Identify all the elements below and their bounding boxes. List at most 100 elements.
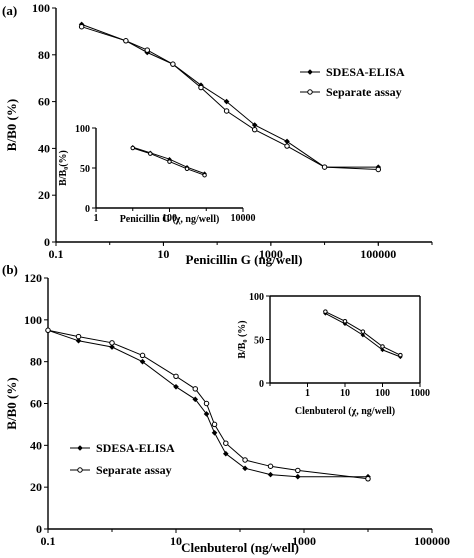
inset: 1 10 100 1000 0 50 100 Clenbuterol (χ, ng/well)… xyxy=(237,292,430,417)
main-data-point xyxy=(192,396,199,403)
main-data-point xyxy=(75,333,82,340)
inset-x-tick-label: 1 xyxy=(94,213,99,224)
main-y-tick-label: 60 xyxy=(30,397,42,411)
inset-x-tick-label: 1 xyxy=(305,388,310,399)
panel-b: (b)0.1 10 1000 100000020406080100120Clenbut… xyxy=(2,262,450,555)
main-data-point xyxy=(267,471,274,478)
main-data-point xyxy=(365,476,371,482)
main-x-tick-label: 1000 xyxy=(292,534,316,548)
main-data-point xyxy=(139,358,146,365)
inset-data-point xyxy=(380,344,385,349)
panel-a: (a)0.1 10 1000 100000020406080100Penicillin… xyxy=(2,1,433,267)
legend-label: Separate assay xyxy=(326,85,402,99)
main-x-tick-label: 100000 xyxy=(360,247,396,261)
main-data-point xyxy=(139,352,146,359)
legend-label: Separate assay xyxy=(96,463,172,477)
main-y-tick-label: 20 xyxy=(38,188,50,202)
legend-label: SDESA-ELISA xyxy=(96,441,175,455)
inset-data-point xyxy=(342,318,348,324)
main-y-tick-label: 100 xyxy=(24,313,42,327)
main-data-point xyxy=(267,463,274,469)
inset-x-axis-label: Clenbuterol (χ, ng/well) xyxy=(295,406,395,417)
main-data-point xyxy=(198,84,204,91)
main-data-point xyxy=(321,164,328,170)
main-y-tick-label: 80 xyxy=(30,355,42,369)
inset-data-point xyxy=(360,332,366,338)
main-series-line-separate-assay xyxy=(81,26,379,170)
main-data-point xyxy=(223,440,229,446)
inset-x-axis-label: Penicillin G (χ, ng/well) xyxy=(120,214,220,225)
main-data-point xyxy=(203,411,210,417)
main-x-tick-label: 100000 xyxy=(414,534,450,548)
main-x-tick-label: 10 xyxy=(157,247,169,261)
main-y-tick-label: 100 xyxy=(32,1,50,15)
inset-x-tick-label: 100 xyxy=(162,213,177,224)
main-data-point xyxy=(251,122,258,128)
legend-label: SDESA-ELISA xyxy=(326,65,405,79)
inset-y-tick-label: 50 xyxy=(80,164,90,175)
inset-data-point xyxy=(380,347,385,353)
inset-y-tick-label: 0 xyxy=(85,204,90,215)
panel-label: (a) xyxy=(2,3,17,18)
main-data-point xyxy=(78,23,85,30)
inset-y-tick-label: 50 xyxy=(254,336,264,347)
inset-x-tick-label: 10 xyxy=(340,388,350,399)
main-data-point xyxy=(173,373,179,380)
main-data-point xyxy=(192,386,199,392)
main-y-tick-label: 0 xyxy=(36,522,42,536)
main-x-tick-label: 1000 xyxy=(259,247,283,261)
main-data-point xyxy=(284,138,290,145)
inset-y-tick-label: 100 xyxy=(75,124,90,135)
main-data-point xyxy=(223,98,230,105)
inset-x-tick-label: 100 xyxy=(375,388,390,399)
legend-marker xyxy=(77,445,83,451)
inset-data-point xyxy=(323,309,328,314)
main-data-point xyxy=(294,473,301,480)
legend-marker xyxy=(307,69,313,75)
main-x-tick-label: 0.1 xyxy=(49,247,64,261)
main-y-tick-label: 0 xyxy=(44,235,50,249)
x-axis-label: Clenbuterol (ng/well) xyxy=(181,540,299,555)
inset-data-point xyxy=(398,352,403,358)
main-data-point xyxy=(173,383,179,390)
main-data-point xyxy=(203,400,210,407)
inset-background xyxy=(270,296,420,383)
main-series-line-sdesa-elisa xyxy=(81,23,379,168)
main-data-point xyxy=(109,344,115,350)
inset-y-axis-label: B/B₀ (%) xyxy=(237,320,248,358)
legend-marker xyxy=(77,467,83,473)
y-axis-label: B/B0 (%) xyxy=(4,377,19,429)
main-data-point xyxy=(251,126,258,133)
inset-background xyxy=(96,128,243,208)
inset-data-point xyxy=(148,151,153,156)
inset-x-tick-label: 1000 xyxy=(410,388,430,399)
main-y-tick-label: 120 xyxy=(24,271,42,285)
inset-x-tick-label: 10000 xyxy=(231,213,256,224)
inset-data-point xyxy=(202,172,207,178)
main-y-tick-label: 40 xyxy=(30,438,42,452)
main-data-point xyxy=(375,166,382,173)
inset-data-point xyxy=(167,159,172,164)
main-data-point xyxy=(144,47,150,53)
main-data-point xyxy=(170,61,176,67)
main-y-tick-label: 40 xyxy=(38,141,50,155)
inset-y-tick-label: 100 xyxy=(249,292,264,303)
inset-y-axis-label: B/B₀(%) xyxy=(58,150,69,186)
main-data-point xyxy=(45,327,51,334)
main-x-tick-label: 10 xyxy=(170,534,182,548)
legend: SDESA-ELISA Separate assay xyxy=(300,65,405,99)
main-data-point xyxy=(75,337,82,344)
main-y-tick-label: 20 xyxy=(30,480,42,494)
main-data-point xyxy=(295,467,301,474)
main-y-tick-label: 80 xyxy=(38,48,50,62)
legend-marker xyxy=(307,89,313,95)
main-data-point xyxy=(223,450,229,457)
main-data-point xyxy=(211,421,218,428)
main-data-point xyxy=(211,429,218,436)
main-data-point xyxy=(284,143,290,149)
inset-data-point xyxy=(184,166,190,172)
main-y-tick-label: 60 xyxy=(38,95,50,109)
inset-y-tick-label: 0 xyxy=(259,379,264,390)
